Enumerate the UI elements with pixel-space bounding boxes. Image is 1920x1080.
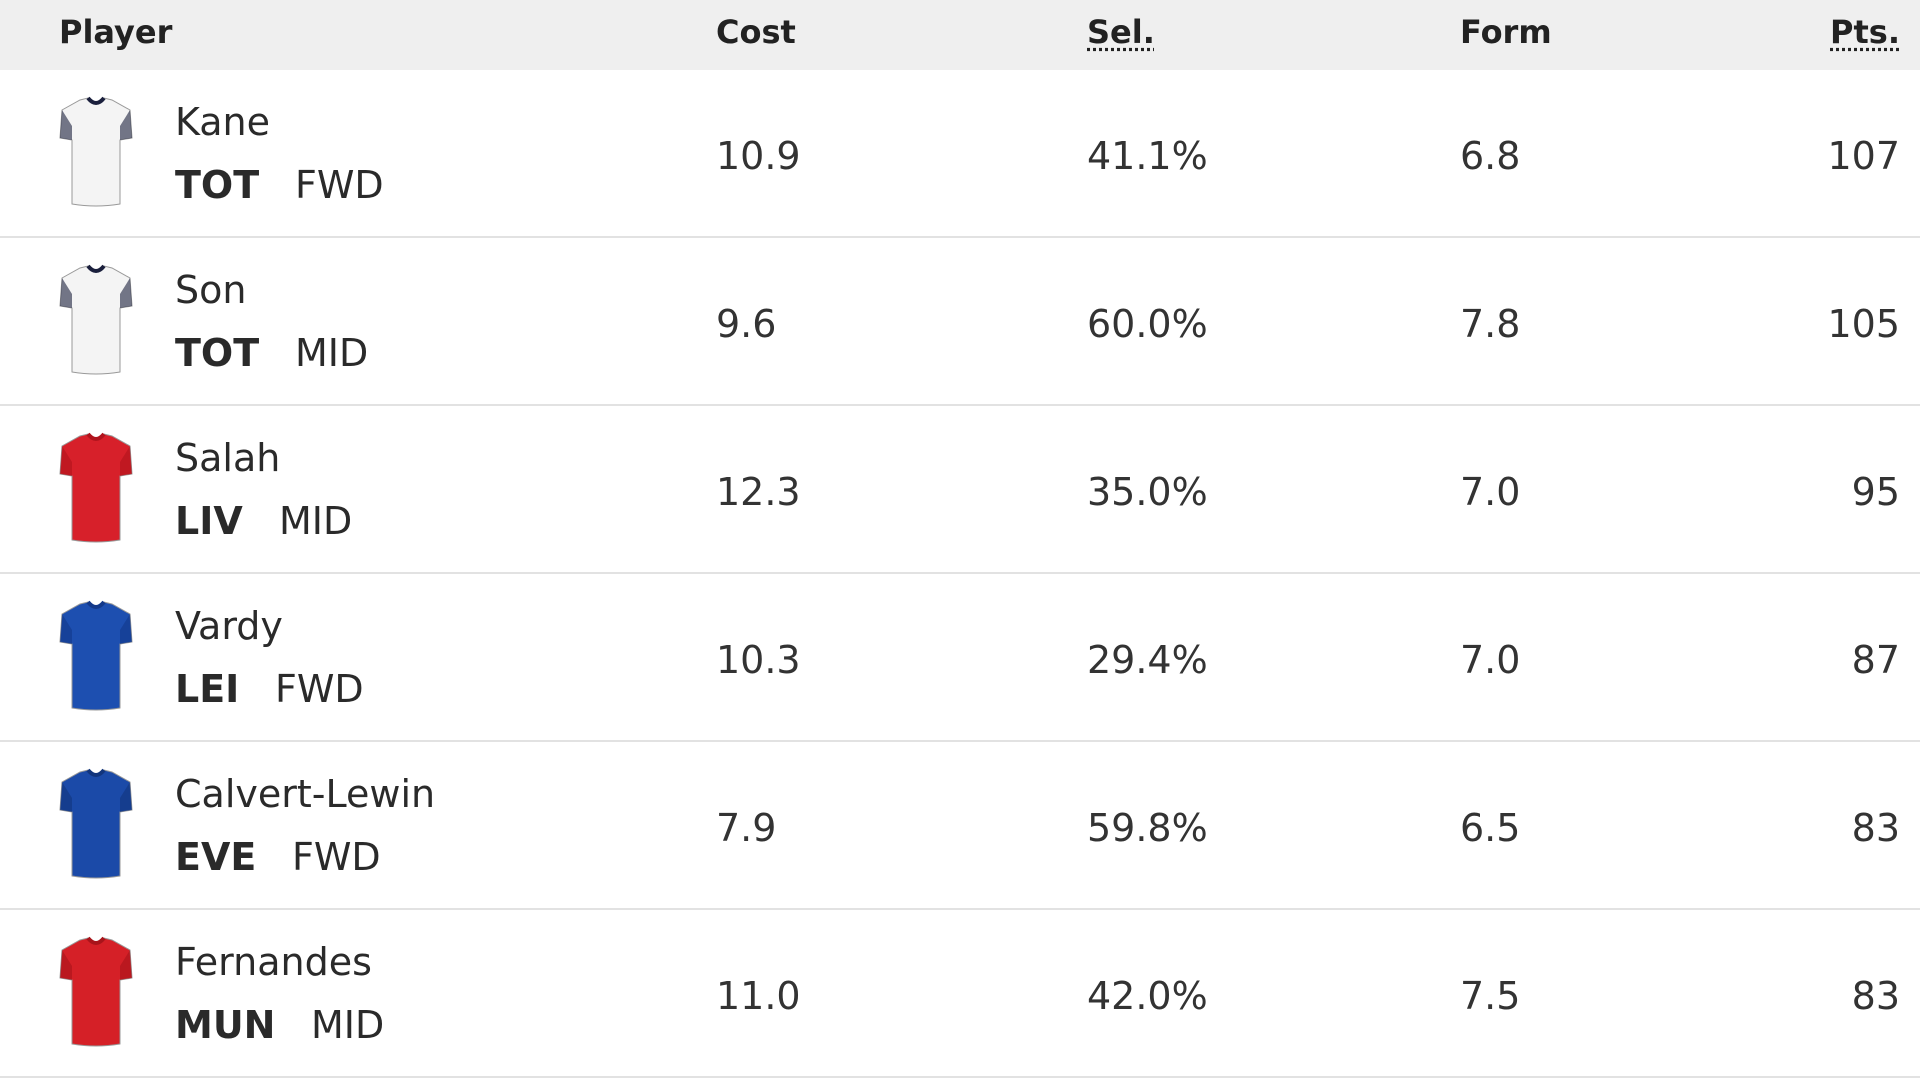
team-code: TOT: [175, 331, 260, 375]
form-header[interactable]: Form: [1460, 13, 1552, 51]
player-name: Calvert-Lewin: [175, 772, 436, 816]
points: 107: [1827, 134, 1900, 178]
player-name: Vardy: [175, 604, 283, 648]
jersey-icon: [58, 96, 134, 212]
pts-header[interactable]: Pts.: [1830, 13, 1900, 51]
jersey-graphic: [59, 936, 133, 1047]
form: 7.0: [1460, 638, 1521, 682]
team-code: EVE: [175, 835, 257, 879]
player-name: Fernandes: [175, 940, 372, 984]
selected-by: 60.0%: [1087, 302, 1208, 346]
player-row[interactable]: Calvert-Lewin EVE FWD 7.9 59.8% 6.5 83: [0, 742, 1920, 910]
points: 105: [1827, 302, 1900, 346]
points: 83: [1851, 806, 1900, 850]
jersey-icon: [58, 936, 134, 1052]
jersey-icon: [58, 264, 134, 380]
form: 6.5: [1460, 806, 1521, 850]
player-row[interactable]: Vardy LEI FWD 10.3 29.4% 7.0 87: [0, 574, 1920, 742]
form: 6.8: [1460, 134, 1521, 178]
jersey-graphic: [59, 432, 133, 543]
player-row[interactable]: Son TOT MID 9.6 60.0% 7.8 105: [0, 238, 1920, 406]
team-code: TOT: [175, 163, 260, 207]
player-name: Salah: [175, 436, 281, 480]
jersey-icon: [58, 768, 134, 884]
position: FWD: [292, 835, 381, 879]
jersey-icon: [58, 600, 134, 716]
player-name: Son: [175, 268, 247, 312]
team-code: LIV: [175, 499, 243, 543]
cost: 10.9: [716, 134, 801, 178]
selected-by: 59.8%: [1087, 806, 1208, 850]
cost-header[interactable]: Cost: [716, 13, 796, 51]
table-header: Player Cost Sel. Form Pts.: [0, 0, 1920, 70]
team-code: LEI: [175, 667, 240, 711]
form: 7.8: [1460, 302, 1521, 346]
points: 95: [1851, 470, 1900, 514]
player-row[interactable]: Kane TOT FWD 10.9 41.1% 6.8 107: [0, 70, 1920, 238]
selected-by: 29.4%: [1087, 638, 1208, 682]
selected-by: 42.0%: [1087, 974, 1208, 1018]
position: MID: [279, 499, 353, 543]
jersey-icon: [58, 432, 134, 548]
position: MID: [295, 331, 369, 375]
player-row[interactable]: Salah LIV MID 12.3 35.0% 7.0 95: [0, 406, 1920, 574]
position: MID: [311, 1003, 385, 1047]
team-code: MUN: [175, 1003, 276, 1047]
cost: 7.9: [716, 806, 777, 850]
player-row[interactable]: Fernandes MUN MID 11.0 42.0% 7.5 83: [0, 910, 1920, 1078]
points: 87: [1851, 638, 1900, 682]
cost: 11.0: [716, 974, 801, 1018]
points: 83: [1851, 974, 1900, 1018]
player-header[interactable]: Player: [59, 13, 173, 51]
selected-by: 35.0%: [1087, 470, 1208, 514]
position: FWD: [275, 667, 364, 711]
cost: 10.3: [716, 638, 801, 682]
jersey-graphic: [59, 96, 133, 207]
cost: 12.3: [716, 470, 801, 514]
position: FWD: [295, 163, 384, 207]
cost: 9.6: [716, 302, 777, 346]
form: 7.0: [1460, 470, 1521, 514]
player-name: Kane: [175, 100, 270, 144]
form: 7.5: [1460, 974, 1521, 1018]
jersey-graphic: [59, 768, 133, 879]
sel-header[interactable]: Sel.: [1087, 13, 1155, 51]
jersey-graphic: [59, 600, 133, 711]
selected-by: 41.1%: [1087, 134, 1208, 178]
jersey-graphic: [59, 264, 133, 375]
